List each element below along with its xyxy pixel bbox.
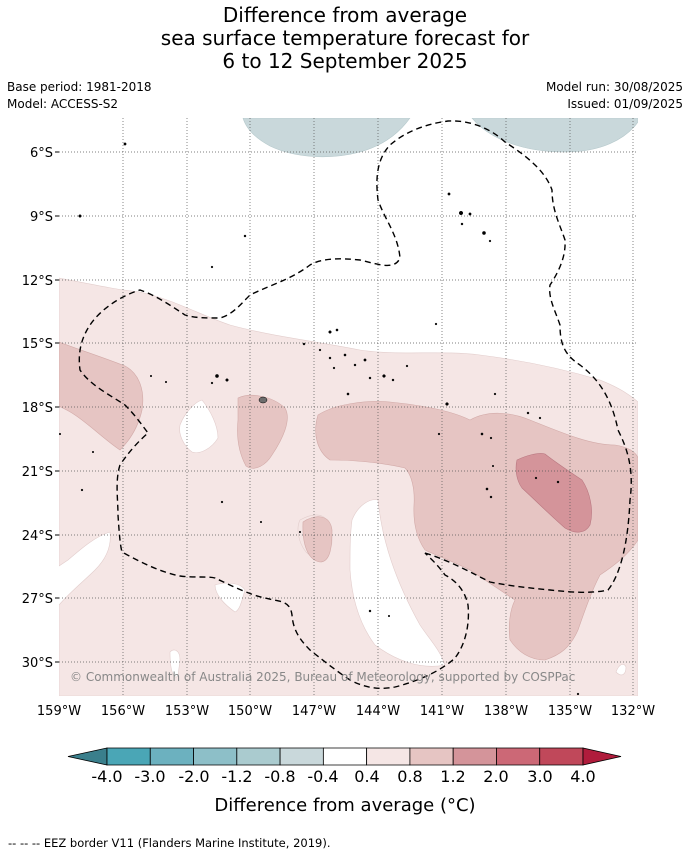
lat-label: 24°S bbox=[22, 529, 53, 544]
lat-label: 30°S bbox=[22, 656, 53, 671]
neutral-pocket-4 bbox=[169, 649, 181, 678]
lon-label: 138°W bbox=[484, 704, 528, 719]
colorbar-bin bbox=[193, 747, 238, 766]
colorbar-extend-low bbox=[67, 747, 108, 766]
colorbar-tick-label: -1.2 bbox=[221, 767, 252, 786]
colorbar-tick-label: 2.0 bbox=[483, 767, 508, 786]
lat-label: 18°S bbox=[22, 401, 53, 416]
lon-label: 141°W bbox=[420, 704, 464, 719]
lat-label: 21°S bbox=[22, 465, 53, 480]
colorbar-bin bbox=[279, 747, 324, 766]
neutral-pocket-1 bbox=[179, 399, 219, 453]
model-name: Model: ACCESS-S2 bbox=[7, 97, 119, 111]
lon-label: 147°W bbox=[292, 704, 336, 719]
map-area: © Commonwealth of Australia 2025, Bureau… bbox=[59, 118, 638, 696]
lon-label: 144°W bbox=[356, 704, 400, 719]
title-line-3: 6 to 12 September 2025 bbox=[222, 49, 468, 73]
title-line-1: Difference from average bbox=[222, 3, 468, 27]
lon-label: 150°W bbox=[228, 704, 272, 719]
colorbar-tick-label: -4.0 bbox=[91, 767, 122, 786]
colorbar-bin bbox=[496, 747, 541, 766]
cool-anomaly-east bbox=[471, 118, 638, 153]
axis-ticks bbox=[55, 151, 59, 663]
warm-anomaly-mid-central bbox=[237, 395, 288, 469]
eez-border-french-polynesia bbox=[78, 120, 632, 689]
neutral-pocket-3 bbox=[214, 582, 246, 613]
lon-label: 132°W bbox=[611, 704, 655, 719]
colorbar-bin bbox=[366, 747, 411, 766]
warm-anomaly-high bbox=[515, 453, 592, 533]
colorbar-tick-label: 3.0 bbox=[527, 767, 552, 786]
colorbar-tick-label: 1.2 bbox=[440, 767, 465, 786]
colorbar-tick-label: 0.8 bbox=[397, 767, 422, 786]
lon-label: 153°W bbox=[165, 704, 209, 719]
base-period: Base period: 1981-2018 bbox=[7, 80, 152, 94]
cool-anomaly-west bbox=[242, 118, 411, 158]
colorbar-tick-label: -0.4 bbox=[307, 767, 338, 786]
colorbar-bin bbox=[149, 747, 194, 766]
lat-label: 6°S bbox=[30, 146, 53, 161]
colorbar-bin bbox=[452, 747, 497, 766]
neutral-pocket-5 bbox=[615, 663, 627, 676]
grid-lines bbox=[59, 118, 638, 696]
lat-label: 12°S bbox=[22, 274, 53, 289]
colorbar-bin bbox=[106, 747, 151, 766]
colorbar-tick-label: 4.0 bbox=[570, 767, 595, 786]
colorbar-tick-label: -3.0 bbox=[134, 767, 165, 786]
title-line-2: sea surface temperature forecast for bbox=[160, 26, 530, 50]
islands bbox=[59, 142, 580, 696]
colorbar-legend bbox=[67, 747, 622, 766]
neutral-pocket-2 bbox=[349, 499, 446, 667]
lon-label: 156°W bbox=[101, 704, 145, 719]
lon-label: 159°W bbox=[37, 704, 81, 719]
colorbar-extend-high bbox=[582, 747, 622, 766]
lat-label: 15°S bbox=[22, 337, 53, 352]
colorbar-bin bbox=[539, 747, 584, 766]
colorbar-tick-label: 0.4 bbox=[354, 767, 379, 786]
lat-label: 9°S bbox=[30, 210, 53, 225]
eez-border-note: -- -- -- EEZ border V11 (Flanders Marine… bbox=[8, 836, 331, 850]
colorbar-bin bbox=[409, 747, 454, 766]
colorbar-tick-label: -0.8 bbox=[264, 767, 295, 786]
colorbar-title: Difference from average (°C) bbox=[214, 795, 475, 816]
issued-date: Issued: 01/09/2025 bbox=[567, 97, 683, 111]
copyright-notice: © Commonwealth of Australia 2025, Bureau… bbox=[70, 670, 575, 684]
colorbar-bin bbox=[322, 747, 368, 766]
colorbar-bin bbox=[236, 747, 281, 766]
warm-anomaly-mid-south bbox=[302, 516, 333, 563]
colorbar-tick-label: -2.0 bbox=[178, 767, 209, 786]
lon-label: 135°W bbox=[548, 704, 592, 719]
latitude-labels: 6°S 9°S 12°S 15°S 18°S 21°S 24°S 27°S 30… bbox=[22, 146, 53, 671]
longitude-labels: 159°W 156°W 153°W 150°W 147°W 144°W 141°… bbox=[37, 704, 655, 719]
lat-label: 27°S bbox=[22, 592, 53, 607]
colorbar-tick-labels: -4.0 -3.0 -2.0 -1.2 -0.8 -0.4 0.4 0.8 1.… bbox=[91, 767, 595, 786]
model-run: Model run: 30/08/2025 bbox=[545, 80, 683, 94]
